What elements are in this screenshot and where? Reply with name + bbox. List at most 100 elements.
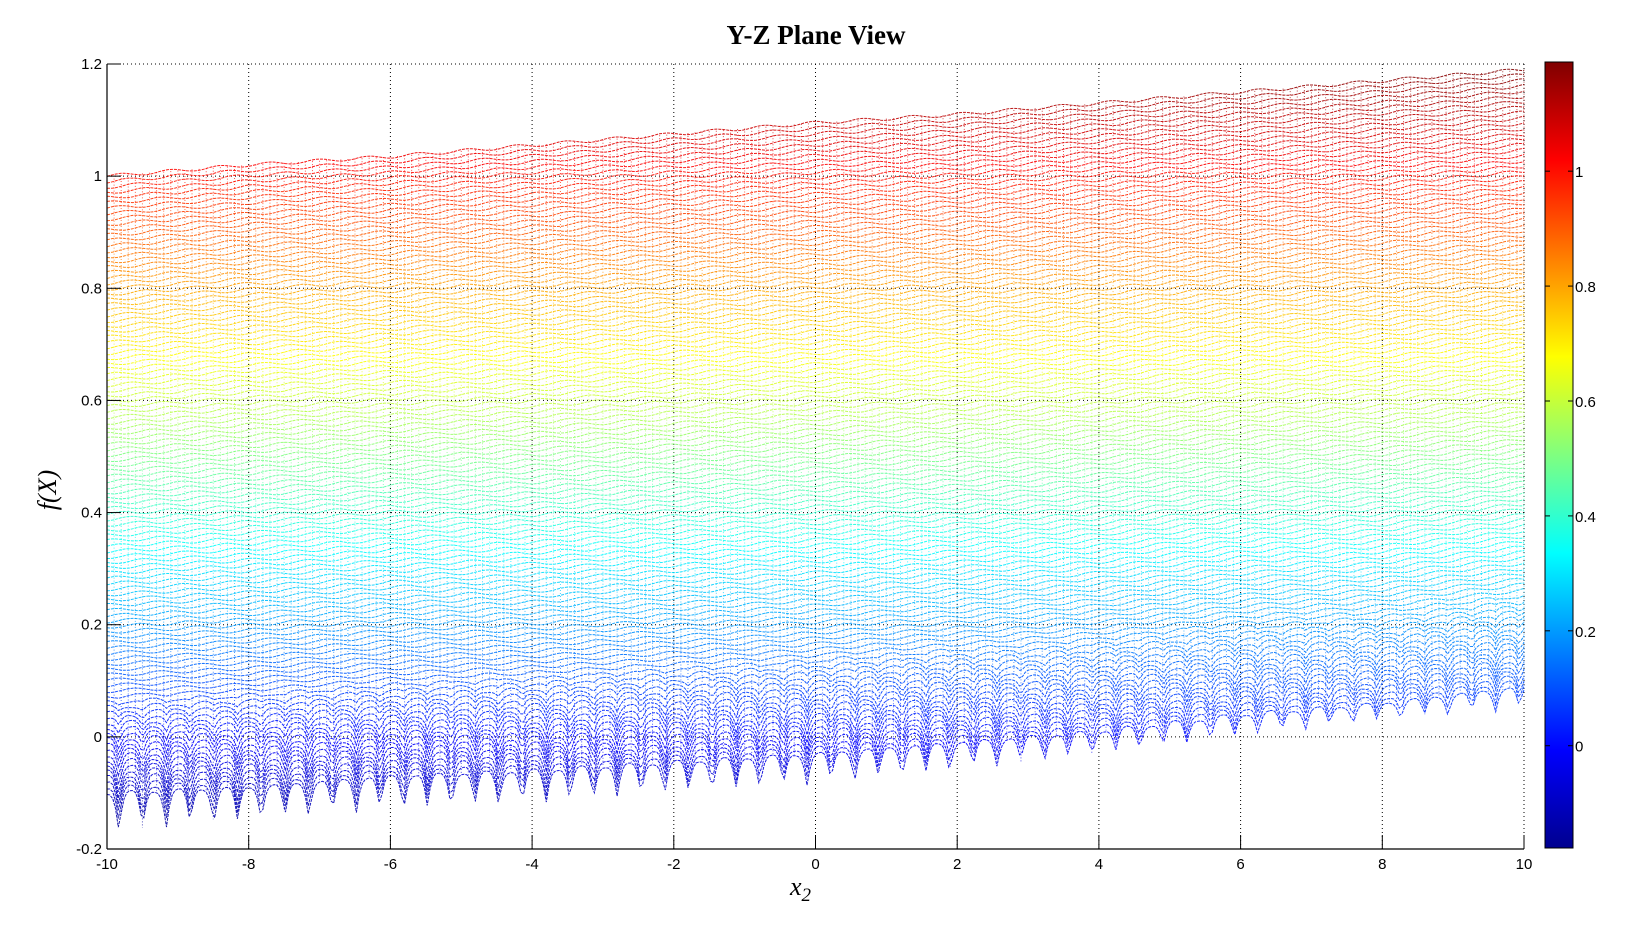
- surface-row-line: [106, 305, 1525, 413]
- x-tick-label: 10: [1516, 856, 1533, 873]
- surface-row-line: [106, 282, 1525, 393]
- surface-row-line: [106, 634, 1525, 756]
- colorbar: 0 0.2 0.4 0.6 0.8 1: [1544, 61, 1596, 849]
- surface-row-line: [106, 90, 1525, 199]
- surface-row-line: [106, 524, 1525, 634]
- surface-row-line: [106, 411, 1525, 522]
- surface-row-line: [106, 628, 1525, 750]
- surface-row-line: [106, 161, 1525, 268]
- surface-row-line: [106, 212, 1525, 323]
- surface-row-line: [106, 655, 1525, 785]
- x-tick-label: 8: [1378, 856, 1386, 873]
- surface-row-line: [106, 638, 1525, 762]
- y-tick-label: 0: [94, 729, 102, 746]
- surface-row-line: [106, 508, 1525, 618]
- surface-row-line: [106, 675, 1525, 811]
- surface-row-line: [106, 267, 1525, 375]
- surface-row-line: [106, 531, 1525, 639]
- x-tick-label: 6: [1236, 856, 1244, 873]
- x-tick-label: 2: [953, 856, 961, 873]
- surface-row-line: [106, 230, 1525, 338]
- surface-row-line: [107, 680, 1525, 819]
- surface-row-line: [106, 517, 1525, 629]
- surface-row-line: [106, 249, 1525, 361]
- surface-row-line: [107, 78, 1525, 189]
- surface-row-line: [106, 476, 1525, 586]
- surface-row-line: [106, 110, 1525, 222]
- surface-row-line: [106, 288, 1525, 398]
- surface-row-line: [106, 147, 1525, 259]
- surface-row-line: [106, 406, 1525, 515]
- surface-row-line: [106, 616, 1525, 734]
- surface-row-line: [106, 256, 1525, 366]
- axes: -10 -8 -6 -4 -2 0 2 4 6 8 10 -0.2 0 0.2 0.4 0.6 0.8 1 1.2: [76, 56, 1532, 873]
- surface-row-line: [106, 154, 1525, 264]
- surface-row-line: [106, 606, 1525, 718]
- colorbar-tick-label: 0.6: [1575, 394, 1596, 411]
- x-axis-label-subscript: 2: [801, 885, 812, 907]
- colorbar-tick-label: 0.4: [1575, 509, 1596, 526]
- colorbar-gradient: [1544, 61, 1574, 849]
- surface-row-line: [106, 319, 1525, 430]
- surface-row-line: [106, 460, 1525, 569]
- surface-row-line: [106, 217, 1525, 328]
- surface-row-line: [106, 536, 1525, 644]
- y-tick-label: 0.8: [81, 280, 102, 297]
- y-tick-label: 0.4: [81, 505, 102, 522]
- surface-row-line: [106, 300, 1525, 408]
- surface-row-line: [106, 541, 1525, 649]
- surface-row-line: [106, 341, 1525, 452]
- surface-row-line: [106, 198, 1525, 306]
- surface-row-line: [106, 115, 1525, 226]
- surface-row-line: [106, 397, 1525, 505]
- surface-row-line: [107, 448, 1525, 559]
- surface-row-line: [106, 480, 1525, 592]
- surface-row-line: [106, 687, 1525, 828]
- x-tick-label: -6: [384, 856, 397, 873]
- surface-row-line: [106, 224, 1525, 333]
- surface-row-line: [106, 513, 1525, 624]
- surface-row-line: [106, 337, 1525, 445]
- surface-row-line: [106, 471, 1524, 579]
- surface-row-line: [106, 192, 1525, 301]
- y-tick-label: 0.6: [81, 392, 102, 409]
- x-tick-label: -10: [96, 856, 118, 873]
- x-tick-label: 4: [1095, 856, 1103, 873]
- surface-row-line: [106, 573, 1525, 681]
- surface-row-line: [106, 594, 1525, 706]
- surface-row-line: [106, 83, 1525, 194]
- x-tick-label: -4: [525, 856, 538, 873]
- colorbar-tick-label: 0: [1575, 739, 1583, 756]
- surface-row-line: [106, 332, 1525, 440]
- surface-row-line: [106, 180, 1525, 291]
- surface-row-line: [106, 122, 1525, 231]
- surface-row-line: [107, 499, 1525, 607]
- surface-row-line: [106, 365, 1525, 472]
- surface-row-line: [106, 550, 1525, 661]
- surface-row-line: [106, 101, 1525, 209]
- surface-row-line: [106, 277, 1525, 388]
- surface-row-line: [107, 582, 1525, 694]
- y-tick-label: -0.2: [76, 841, 102, 858]
- surface-row-line: [106, 73, 1525, 184]
- surface-row-line: [106, 485, 1525, 597]
- y-tick-label: 0.2: [81, 617, 102, 634]
- surface-row-line: [106, 272, 1525, 382]
- surface-row-line: [106, 555, 1525, 666]
- surface-row-line: [106, 133, 1524, 241]
- y-tick-label: 1.2: [81, 56, 102, 73]
- surface-row-line: [106, 346, 1525, 458]
- surface-row-line: [106, 443, 1525, 554]
- x-tick-label: -8: [242, 856, 255, 873]
- surface-row-line: [106, 240, 1525, 350]
- surface-row-line: [106, 562, 1525, 671]
- surface-row-line: [106, 439, 1525, 547]
- colorbar-tick-label: 0.2: [1575, 624, 1596, 641]
- x-axis-label-main: x: [790, 872, 802, 901]
- x-tick-label: -2: [667, 856, 680, 873]
- surface-row-line: [106, 309, 1525, 420]
- surface-row-line: [106, 504, 1525, 612]
- surface-row-line: [106, 661, 1525, 793]
- chart-title: Y-Z Plane View: [726, 20, 906, 50]
